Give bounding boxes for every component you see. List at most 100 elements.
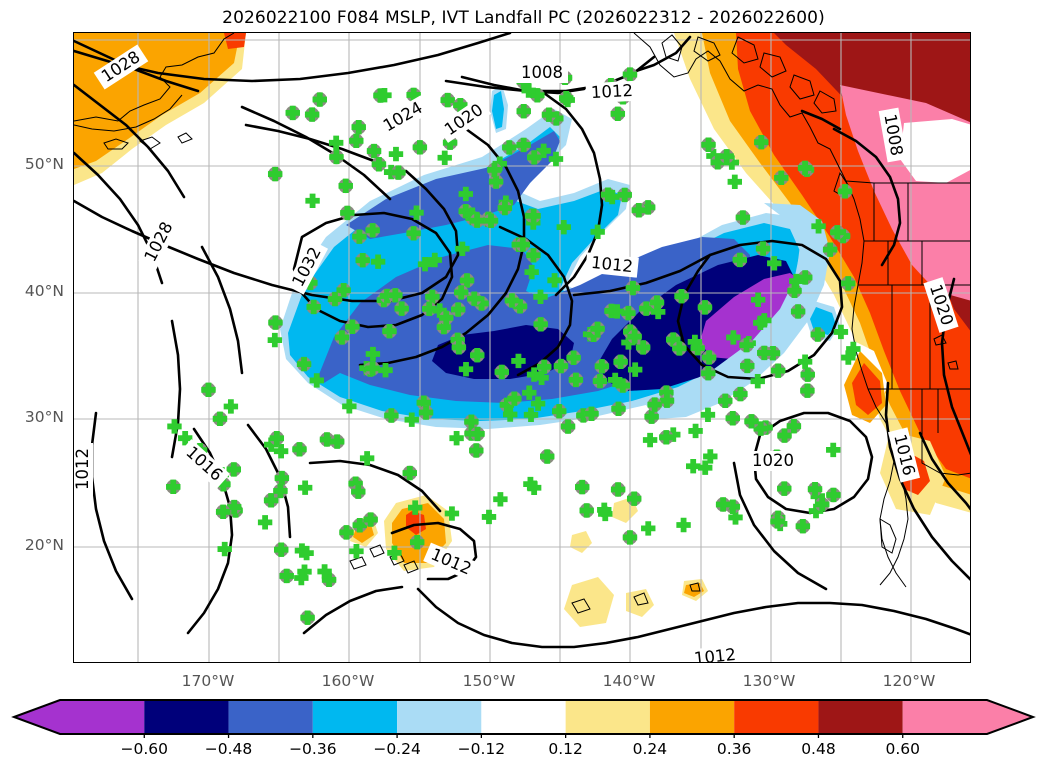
map-canvas bbox=[74, 33, 970, 662]
colorbar-band-8 bbox=[734, 700, 819, 734]
ivt-marker-plus bbox=[355, 252, 370, 268]
ivt-marker-plus bbox=[640, 200, 656, 215]
ivt-marker-plus bbox=[560, 92, 575, 108]
ivt-marker-plus bbox=[469, 443, 484, 458]
ivt-marker-plus bbox=[481, 509, 497, 525]
ivt-marker-plus bbox=[327, 291, 343, 307]
ivt-marker-plus bbox=[352, 229, 367, 244]
ivt-marker-plus bbox=[412, 140, 428, 155]
ivt-marker-plus bbox=[469, 213, 485, 228]
ivt-marker-plus bbox=[166, 479, 181, 495]
ivt-marker-plus bbox=[627, 329, 642, 344]
ivt-marker-plus bbox=[404, 412, 419, 427]
ivt-marker-plus bbox=[366, 143, 382, 159]
ivt-marker-plus bbox=[576, 408, 591, 423]
ivt-marker-plus bbox=[494, 364, 510, 380]
ivt-marker-plus bbox=[530, 396, 546, 411]
ivt-marker-plus bbox=[575, 479, 590, 495]
ivt-marker-plus bbox=[610, 106, 626, 122]
ivt-marker-plus bbox=[408, 500, 423, 515]
ivt-marker-plus bbox=[750, 292, 766, 307]
ivt-marker-plus bbox=[365, 346, 381, 362]
ivt-marker-plus bbox=[526, 480, 542, 495]
ivt-marker-plus bbox=[504, 293, 520, 308]
ivt-marker-plus bbox=[406, 226, 421, 241]
ivt-marker-plus bbox=[453, 97, 468, 113]
ivt-marker-plus bbox=[622, 67, 638, 82]
ivt-marker-plus bbox=[740, 358, 755, 374]
ivt-marker-plus bbox=[334, 330, 350, 345]
ivt-marker-plus bbox=[639, 301, 654, 316]
ivt-marker-plus bbox=[470, 348, 485, 363]
ivt-marker-plus bbox=[263, 493, 279, 508]
ivt-marker-plus bbox=[715, 497, 731, 512]
ivt-marker-plus bbox=[483, 213, 499, 228]
ivt-marker-plus bbox=[467, 291, 482, 306]
ivt-marker-plus bbox=[312, 92, 327, 107]
ivt-marker-plus bbox=[666, 332, 681, 347]
ivt-marker-plus bbox=[216, 477, 231, 492]
ivt-marker-plus bbox=[387, 545, 402, 561]
mslp-contours bbox=[74, 33, 970, 649]
ivt-marker-plus bbox=[846, 341, 861, 357]
ivt-marker-plus bbox=[548, 151, 564, 167]
ivt-marker-plus bbox=[377, 88, 392, 103]
ivt-marker-plus bbox=[540, 449, 555, 464]
ivt-marker-plus bbox=[698, 460, 713, 475]
ivt-marker-plus bbox=[641, 521, 656, 536]
ivt-marker-plus bbox=[735, 210, 751, 225]
ivt-marker-plus bbox=[474, 296, 489, 311]
ivt-marker-plus bbox=[439, 310, 454, 326]
ivt-marker-plus bbox=[787, 283, 802, 299]
ivt-marker-plus bbox=[688, 423, 703, 439]
ivt-marker-plus bbox=[687, 334, 703, 350]
ivt-marker-plus bbox=[524, 264, 539, 280]
ivt-marker-plus bbox=[798, 270, 813, 285]
ivt-marker-plus bbox=[226, 499, 242, 515]
ivt-marker-plus bbox=[383, 164, 399, 180]
ivt-marker-plus bbox=[800, 367, 815, 382]
contour-label-1012-2: 1012 bbox=[585, 80, 639, 104]
ivt-marker-plus bbox=[617, 187, 632, 203]
ivt-marker-plus bbox=[753, 315, 768, 331]
ivt-marker-plus bbox=[703, 449, 718, 464]
colorbar-tick-label-5: 0.12 bbox=[548, 740, 583, 758]
ivt-marker-plus bbox=[676, 517, 691, 533]
contour-label-1012-10: 1012 bbox=[74, 443, 93, 495]
ivt-marker-plus bbox=[201, 382, 216, 398]
ivt-marker-plus bbox=[811, 219, 826, 234]
ivt-marker-plus bbox=[279, 568, 294, 584]
ivt-marker-plus bbox=[826, 487, 841, 503]
colorbar[interactable]: −0.60 −0.48 −0.36 −0.24 −0.12 0.12 0.24 0.36 0.4… bbox=[0, 698, 1047, 765]
ivt-marker-plus bbox=[267, 332, 283, 348]
map-panel[interactable]: 1028 1008 1012 1024 1020 1008 1028 1032 1012 1020… bbox=[73, 32, 971, 663]
colorbar-tick-label-2: −0.36 bbox=[289, 740, 337, 758]
ivt-marker-plus bbox=[351, 119, 366, 135]
ivt-marker-plus bbox=[359, 451, 375, 466]
ivt-marker-plus bbox=[621, 305, 636, 321]
ivt-marker-plus bbox=[167, 419, 182, 434]
ivt-marker-plus bbox=[533, 317, 548, 332]
ivt-marker-plus bbox=[440, 92, 455, 108]
ivt-marker-plus bbox=[710, 155, 725, 170]
ivt-marker-plus bbox=[521, 83, 536, 98]
ivt-marker-plus bbox=[706, 148, 721, 164]
ivt-marker-plus bbox=[516, 104, 531, 119]
ivt-marker-plus bbox=[329, 434, 345, 449]
ivt-marker-plus bbox=[800, 383, 815, 398]
ivt-marker-plus bbox=[837, 184, 853, 199]
ivt-marker-plus bbox=[502, 140, 517, 155]
ivt-marker-plus bbox=[659, 430, 674, 445]
ivt-marker-plus bbox=[815, 497, 830, 512]
ivt-marker-plus bbox=[453, 285, 469, 300]
ivt-marker-plus bbox=[349, 133, 364, 149]
ivt-marker-plus bbox=[697, 300, 713, 315]
x-tick-label-3: 140°W bbox=[602, 672, 656, 690]
ivt-marker-plus bbox=[458, 186, 473, 202]
x-tick-label-1: 160°W bbox=[321, 672, 375, 690]
ivt-marker-plus bbox=[650, 304, 666, 320]
ivt-marker-plus bbox=[263, 437, 279, 452]
ivt-marker-plus bbox=[309, 373, 324, 388]
ivt-marker-plus bbox=[416, 395, 431, 410]
fill-neutral-coastgap bbox=[900, 119, 970, 183]
